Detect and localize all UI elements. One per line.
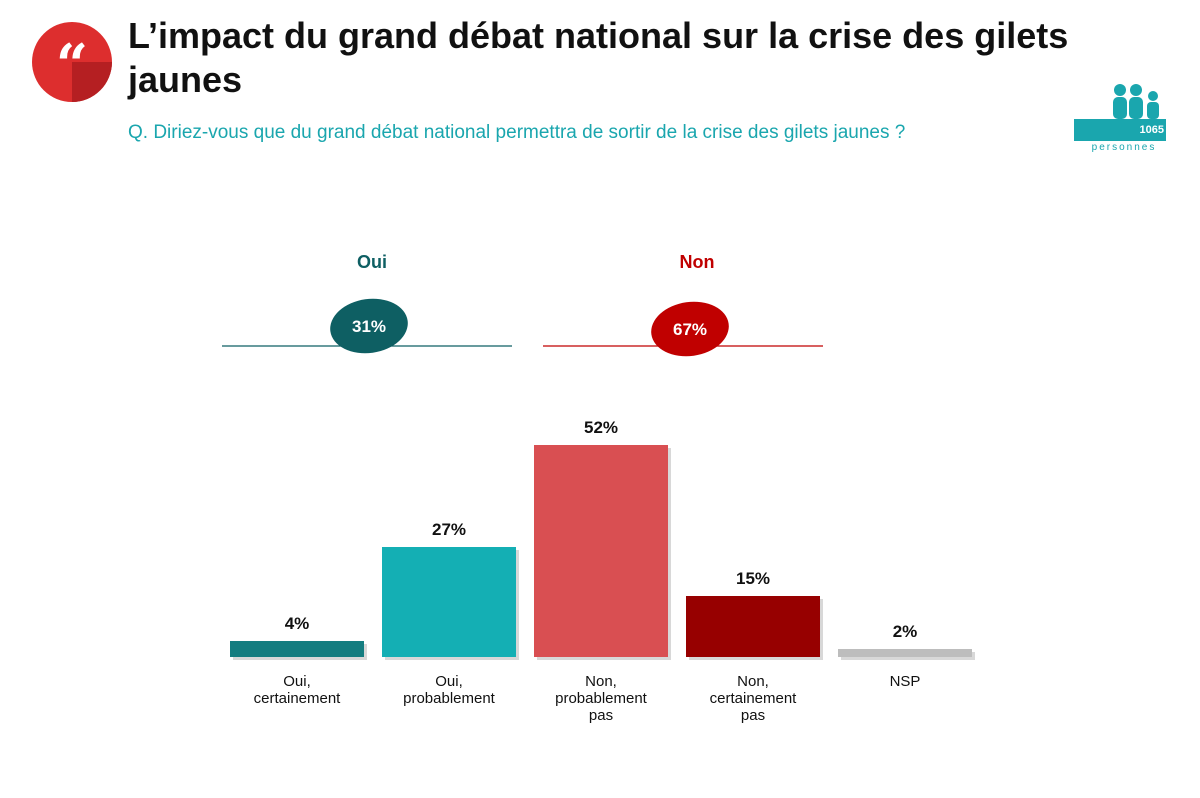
sample-label: personnes bbox=[1091, 142, 1157, 153]
survey-question: Q. Diriez-vous que du grand débat nation… bbox=[128, 122, 906, 143]
non-group-label: Non bbox=[680, 252, 715, 272]
category-label: NSP bbox=[890, 673, 921, 690]
bar-value-label: 2% bbox=[893, 622, 918, 641]
bar-2 bbox=[382, 547, 516, 657]
category-label-line: Non, bbox=[585, 673, 617, 690]
category-label-line: Oui, bbox=[283, 673, 311, 690]
category-label-line: pas bbox=[741, 707, 765, 724]
category-label-line: probablement bbox=[403, 690, 496, 707]
bar-value-label: 15% bbox=[736, 569, 770, 588]
category-label: Oui, probablement bbox=[403, 673, 496, 707]
bar-value-label: 27% bbox=[432, 520, 466, 539]
oui-total-value: 31% bbox=[352, 317, 386, 336]
oui-total-bubble bbox=[330, 298, 408, 354]
bar-5 bbox=[838, 649, 972, 657]
category-label-line: probablement bbox=[555, 690, 648, 707]
svg-text:“: “ bbox=[56, 32, 88, 98]
category-label: Non, certainement pas bbox=[710, 673, 798, 724]
oui-group-label: Oui bbox=[357, 252, 387, 272]
category-label: Oui, certainement bbox=[254, 673, 342, 707]
category-label-line: Non, bbox=[737, 673, 769, 690]
bar-value-label: 52% bbox=[584, 418, 618, 437]
non-total-bubble bbox=[651, 301, 729, 357]
quote-icon: “ bbox=[32, 22, 112, 102]
bar-3 bbox=[534, 445, 668, 657]
category-label-line: Oui, bbox=[435, 673, 463, 690]
category-label-line: pas bbox=[589, 707, 613, 724]
category-label-line: certainement bbox=[710, 690, 798, 707]
page-title: L’impact du grand débat national sur la … bbox=[128, 15, 1069, 100]
bar-1 bbox=[230, 641, 364, 657]
category-label-line: NSP bbox=[890, 673, 921, 690]
bar-value-label: 4% bbox=[285, 614, 310, 633]
non-total-value: 67% bbox=[673, 320, 707, 339]
category-label: Non, probablement pas bbox=[555, 673, 648, 724]
sample-count: 1065 bbox=[1139, 124, 1164, 136]
bar-4 bbox=[686, 596, 820, 657]
people-icon bbox=[1074, 84, 1166, 141]
category-label-line: certainement bbox=[254, 690, 342, 707]
